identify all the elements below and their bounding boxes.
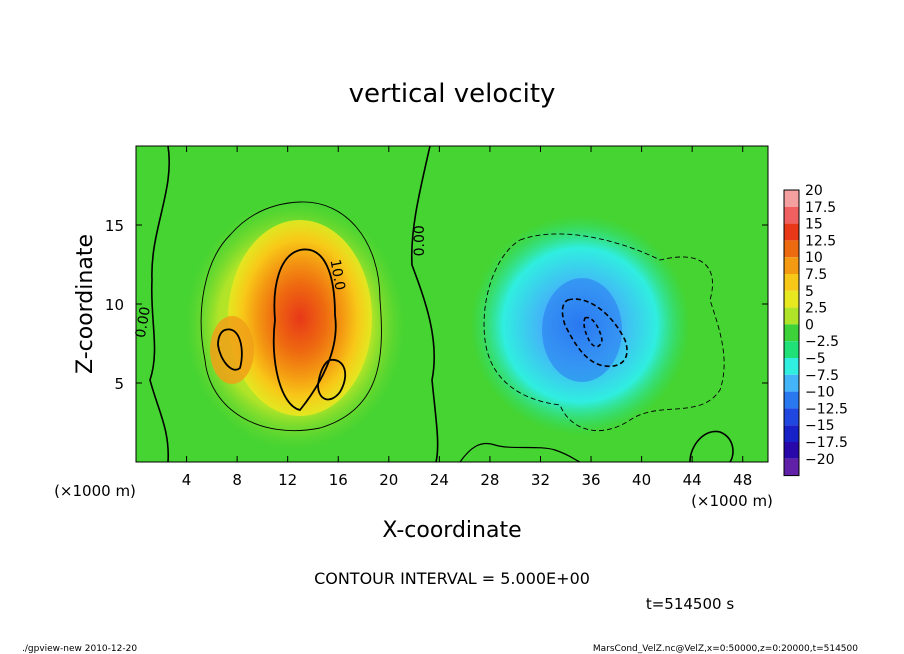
x-tick-label: 12 xyxy=(278,471,297,489)
colorbar-swatch xyxy=(784,307,799,325)
colorbar-swatch xyxy=(784,324,799,342)
x-unit-label: (×1000 m) xyxy=(691,492,773,510)
contour-zero-left xyxy=(149,146,170,462)
contour-zero-bottom-right xyxy=(689,430,734,462)
x-tick-label: 20 xyxy=(379,471,398,489)
y-tick-label: 15 xyxy=(105,217,124,235)
colorbar-label: 20 xyxy=(805,183,823,199)
y-axis: 5 10 15 xyxy=(105,217,768,393)
colorbar-swatch xyxy=(784,341,799,358)
updraft-core xyxy=(228,220,372,416)
x-tick-label: 32 xyxy=(531,471,550,489)
colorbar-label: −5 xyxy=(805,351,826,367)
colorbar-swatch xyxy=(784,391,799,409)
contour-5-updraft xyxy=(200,201,382,432)
contour-label: 0.00 xyxy=(412,225,428,256)
x-tick-label: 44 xyxy=(683,471,702,489)
colorbar-label: −2.5 xyxy=(805,334,839,350)
colorbar-label: 10 xyxy=(805,250,823,266)
contour-label: 10.0 xyxy=(327,258,348,291)
colorbar-label: −10 xyxy=(805,385,835,401)
contour-10-updraft xyxy=(272,248,337,412)
contour-10-right xyxy=(317,359,347,401)
colorbar-swatch xyxy=(784,425,799,442)
x-tick-label: 28 xyxy=(480,471,499,489)
colorbar-frame xyxy=(783,189,800,477)
colorbar-swatch xyxy=(784,374,799,392)
colorbar-label: 15 xyxy=(805,217,823,233)
contour-label: 0.00 xyxy=(133,306,154,339)
colorbar-label: −12.5 xyxy=(805,401,848,417)
chart-title: vertical velocity xyxy=(349,79,556,109)
contour-minus10-inner xyxy=(583,316,603,348)
contour-10-left xyxy=(217,328,243,371)
x-axis-label: X-coordinate xyxy=(382,518,521,543)
y-tick-label: 5 xyxy=(114,375,124,393)
x-axis: 4 8 12 16 20 24 28 32 36 40 44 48 xyxy=(182,146,752,489)
colorbar: 2017.51512.5107.552.50−2.5−5−7.5−10−12.5… xyxy=(783,183,848,477)
contour-minus5-downdraft xyxy=(483,233,725,432)
colorbar-swatch xyxy=(784,358,799,375)
y-unit-label: (×1000 m) xyxy=(54,482,136,500)
contour-interval-label: CONTOUR INTERVAL = 5.000E+00 xyxy=(314,569,590,588)
colorbar-label: 2.5 xyxy=(805,301,827,317)
colorbar-label: −17.5 xyxy=(805,435,848,451)
colorbar-swatch xyxy=(784,274,799,291)
downdraft-core xyxy=(542,278,622,382)
plot-area xyxy=(136,146,768,462)
colorbar-swatch xyxy=(784,290,799,308)
colorbar-swatch xyxy=(784,408,799,426)
colorbar-label: −7.5 xyxy=(805,368,839,384)
colorbar-swatch xyxy=(784,240,799,258)
contour-minus10-downdraft xyxy=(561,298,628,367)
colorbar-label: 5 xyxy=(805,284,814,300)
colorbar-label: −15 xyxy=(805,418,835,434)
colorbar-swatch xyxy=(784,458,799,476)
colorbar-swatch xyxy=(784,257,799,274)
x-tick-label: 4 xyxy=(182,471,192,489)
contour-zero-bottom-mid xyxy=(459,442,581,462)
x-tick-label: 24 xyxy=(430,471,449,489)
x-tick-label: 48 xyxy=(733,471,752,489)
x-tick-label: 36 xyxy=(581,471,600,489)
colorbar-label: 0 xyxy=(805,317,814,333)
colorbar-swatch xyxy=(784,190,799,207)
y-tick-label: 10 xyxy=(105,296,124,314)
footer-left: ./gpview-new 2010-12-20 xyxy=(22,644,137,654)
footer-right: MarsCond_VelZ.nc@VelZ,x=0:50000,z=0:2000… xyxy=(593,644,858,654)
contour-labels: 0.00 0.00 10.0 xyxy=(133,225,428,339)
contour-zero-mid xyxy=(410,146,439,462)
y-axis-label: Z-coordinate xyxy=(73,234,98,374)
colorbar-swatch xyxy=(784,206,799,224)
x-tick-label: 40 xyxy=(632,471,651,489)
updraft-left-lobe xyxy=(210,316,254,384)
time-label: t=514500 s xyxy=(646,595,734,613)
colorbar-label: −20 xyxy=(805,452,835,468)
x-tick-label: 8 xyxy=(232,471,242,489)
colorbar-label: 12.5 xyxy=(805,233,836,249)
colorbar-swatch xyxy=(784,223,799,241)
colorbar-label: 7.5 xyxy=(805,267,827,283)
colorbar-swatch xyxy=(784,442,799,459)
colorbar-label: 17.5 xyxy=(805,200,836,216)
x-tick-label: 16 xyxy=(329,471,348,489)
